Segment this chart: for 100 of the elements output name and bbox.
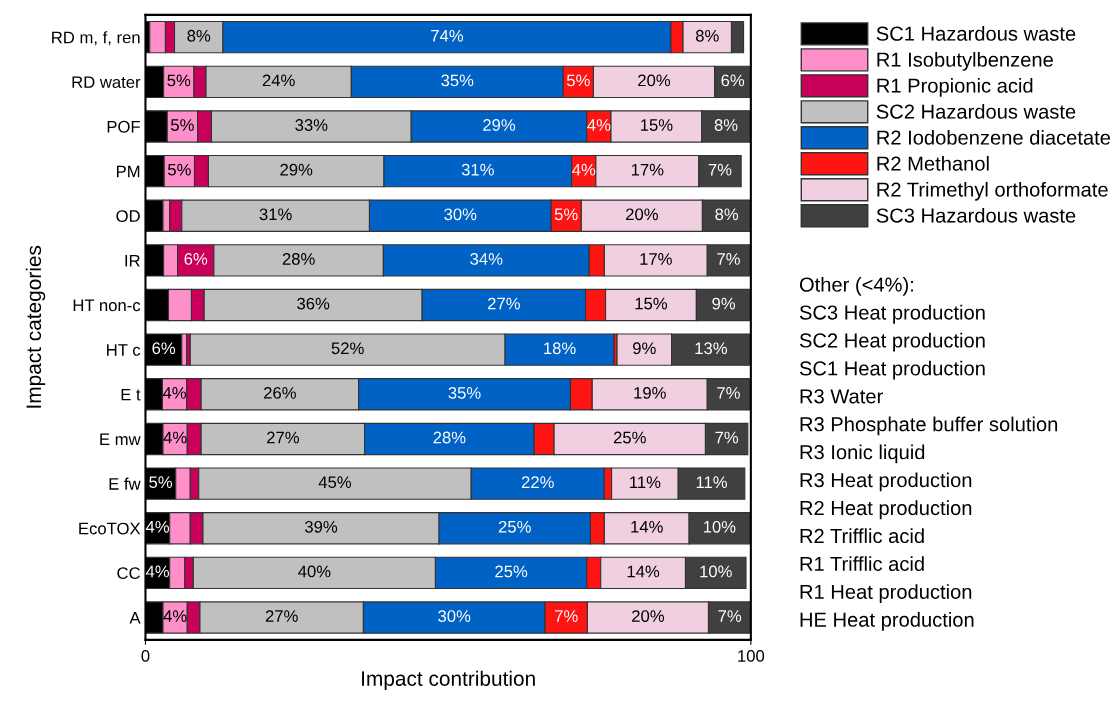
text: SC3 Heat production (799, 304, 985, 324)
data-label: 40% (298, 565, 331, 578)
data-label: 5% (566, 74, 590, 87)
text: R3 Heat production (800, 472, 972, 492)
data-label: 7% (717, 253, 740, 265)
data-label: 20% (632, 610, 665, 622)
data-label: 35% (441, 74, 474, 87)
y-tick-label: A (129, 612, 141, 624)
data-label: 14% (627, 565, 660, 578)
data-label: 24% (262, 74, 295, 87)
data-label: 30% (438, 610, 471, 622)
y-axis-title: Impact categories (25, 245, 46, 408)
data-label: 18% (544, 342, 576, 355)
data-label: 33% (295, 119, 328, 131)
y-tick-label: RD water (72, 76, 141, 89)
text: R2 Heat production (800, 500, 972, 520)
legend-label: SC2 Hazardous waste (876, 103, 1076, 119)
data-label: 4% (163, 431, 187, 444)
y-tick-label: OD (116, 210, 140, 222)
data-label: 36% (297, 297, 330, 310)
data-label: 5% (167, 163, 191, 176)
data-label: 29% (483, 119, 516, 131)
data-label: 17% (640, 253, 672, 265)
data-label: 11% (630, 476, 661, 488)
data-label: 4% (163, 610, 187, 622)
data-label: 45% (318, 476, 352, 489)
data-label: 27% (265, 610, 298, 622)
y-tick-label: HT non-c (73, 299, 141, 312)
y-tick-label: POF (107, 120, 140, 133)
data-label: 8% (695, 29, 719, 42)
data-label: 25% (498, 520, 531, 533)
y-tick-label: HT c (107, 344, 141, 356)
data-label: 34% (470, 253, 503, 265)
data-label: 28% (282, 253, 315, 265)
text: R3 Ionic liquid (800, 444, 925, 464)
data-label: 20% (638, 74, 671, 87)
data-label: 30% (444, 208, 477, 221)
text: R3 Water (800, 389, 883, 404)
y-tick-label: PM (116, 165, 140, 178)
text: SC2 Heat production (799, 332, 985, 352)
text: HE Heat production (800, 612, 974, 631)
data-label: 8% (715, 208, 739, 221)
legend-label: SC3 Hazardous waste (876, 207, 1076, 223)
data-label: 9% (712, 297, 736, 310)
data-label: 22% (521, 476, 554, 488)
y-tick-label: EcoTOX (79, 522, 141, 535)
y-tick-label: E fw (109, 477, 141, 490)
legend-label: R1 Propionic acid (877, 77, 1033, 97)
data-label: 31% (461, 163, 494, 176)
data-label: 7% (718, 610, 742, 622)
legend-label: R2 Trimethyl orthoformate (877, 181, 1108, 201)
y-tick-label: E mw (100, 433, 141, 445)
data-label: 19% (634, 386, 666, 399)
text: R2 Trifflic acid (800, 528, 924, 544)
data-label: 6% (152, 342, 176, 355)
data-label: 11% (696, 476, 727, 488)
y-tick-label: CC (117, 567, 140, 580)
legend-label: R1 Isobutylbenzene (877, 52, 1053, 71)
data-label: 29% (280, 163, 313, 176)
text: Other (<4%): (799, 276, 913, 296)
data-label: 26% (264, 386, 296, 399)
data-label: 8% (187, 29, 211, 42)
data-label: 17% (631, 163, 664, 176)
data-label: 8% (714, 119, 738, 131)
y-tick-label: IR (125, 254, 140, 267)
data-label: 5% (167, 74, 191, 87)
y-tick-label: RD m, f, ren (52, 31, 140, 46)
data-label: 39% (304, 520, 338, 533)
data-label: 10% (700, 565, 732, 578)
data-label: 25% (495, 565, 528, 578)
data-label: 4% (145, 520, 170, 533)
data-label: 10% (703, 520, 736, 533)
x-tick-label: 100 (738, 650, 765, 662)
text: R1 Trifflic acid (800, 556, 924, 572)
data-label: 5% (171, 119, 194, 131)
legend-label: R2 Methanol (877, 155, 989, 171)
data-label: 6% (721, 74, 745, 87)
data-label: 7% (717, 387, 740, 399)
data-label: 52% (331, 342, 364, 355)
data-label: 31% (259, 208, 292, 221)
text: R1 Heat production (800, 584, 972, 603)
data-label: 25% (613, 431, 646, 444)
data-label: 15% (641, 119, 673, 131)
data-label: 5% (149, 476, 173, 489)
text: R3 Phosphate buffer solution (800, 416, 1058, 436)
y-tick-label: E t (121, 388, 141, 401)
text: SC1 Heat production (799, 360, 985, 380)
legend-label: R2 Iodobenzene diacetate (877, 129, 1111, 145)
legend-label: SC1 Hazardous waste (876, 26, 1076, 41)
data-label: 5% (554, 208, 578, 221)
data-label: 27% (488, 297, 520, 310)
data-label: 35% (448, 386, 481, 399)
data-label: 13% (695, 342, 727, 355)
data-label: 4% (162, 387, 186, 399)
data-label: 4% (145, 565, 170, 578)
x-tick-label: 0 (141, 650, 150, 662)
data-label: 9% (633, 342, 656, 355)
data-label: 14% (631, 520, 663, 533)
data-label: 15% (635, 297, 668, 310)
data-label: 7% (708, 163, 732, 176)
